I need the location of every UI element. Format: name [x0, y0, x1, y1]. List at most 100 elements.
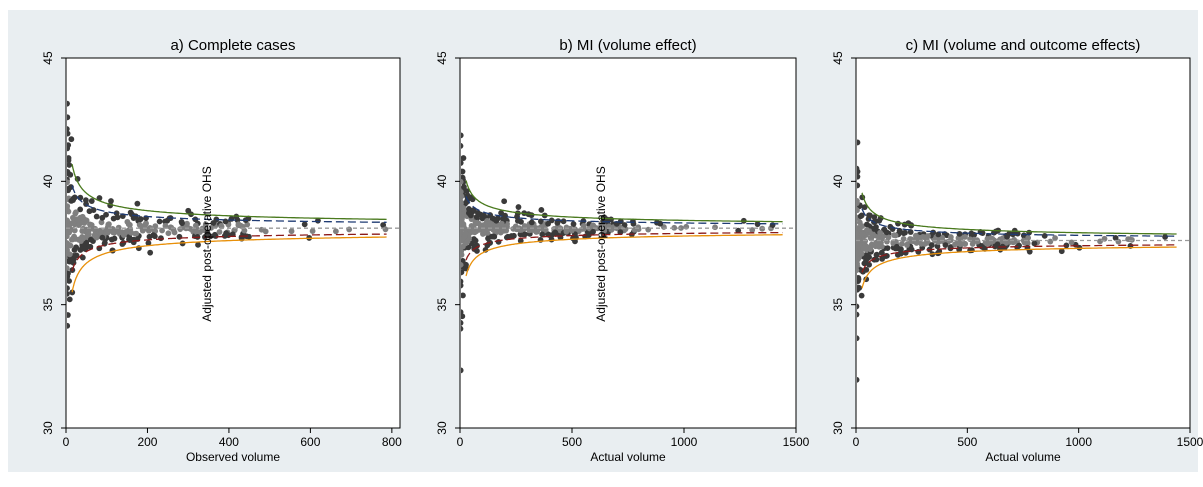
data-point: [857, 230, 860, 237]
data-point: [78, 238, 84, 244]
data-point: [87, 221, 93, 228]
data-point: [158, 235, 164, 242]
plot-area: [459, 57, 797, 429]
data-point: [899, 240, 905, 247]
data-point: [67, 162, 73, 168]
data-point: [235, 221, 242, 228]
chart-title: a) Complete cases: [170, 37, 295, 54]
data-point: [942, 242, 949, 248]
data-point: [994, 241, 1001, 248]
data-point: [72, 209, 79, 216]
data-point: [146, 233, 153, 240]
control-limit-line: [465, 180, 783, 223]
data-point: [585, 232, 592, 238]
control-limit-line: [861, 208, 1177, 237]
data-point: [857, 267, 860, 274]
data-point: [83, 217, 90, 224]
data-point: [108, 198, 114, 204]
data-point: [533, 229, 540, 235]
data-point: [101, 239, 108, 246]
data-point: [884, 245, 891, 251]
x-tick-label: 500: [562, 435, 582, 449]
data-point: [857, 276, 862, 283]
data-point: [461, 309, 464, 315]
data-point: [857, 213, 864, 220]
data-point: [1014, 230, 1021, 237]
data-point: [515, 204, 522, 210]
data-point: [90, 226, 97, 232]
data-point: [1162, 234, 1168, 240]
data-point: [893, 243, 900, 250]
y-tick-label: 40: [435, 174, 449, 188]
control-limit-line: [71, 163, 387, 221]
data-point: [769, 222, 776, 229]
data-point: [93, 234, 100, 241]
data-point: [332, 228, 339, 235]
data-point: [461, 367, 464, 374]
data-point: [572, 238, 578, 245]
data-point: [119, 229, 126, 236]
data-point: [912, 232, 919, 239]
data-point: [514, 213, 520, 220]
data-point: [956, 230, 963, 237]
data-point: [67, 312, 71, 318]
data-point: [151, 233, 158, 240]
data-point: [471, 236, 477, 242]
data-point: [464, 238, 471, 245]
chart-panel-1: a) Complete cases 0 200 400 600 800 Observed v…: [41, 37, 402, 464]
data-point: [461, 160, 464, 166]
control-limit-line: [861, 246, 1177, 289]
data-point: [552, 229, 559, 236]
data-point: [467, 212, 474, 219]
data-point: [887, 223, 894, 230]
data-point: [1047, 238, 1054, 245]
y-tick-label: 45: [831, 51, 845, 65]
data-point: [876, 234, 883, 241]
data-point: [473, 214, 480, 221]
data-point: [560, 218, 567, 225]
data-point: [857, 200, 860, 207]
data-point: [461, 178, 464, 185]
data-point: [1020, 237, 1027, 244]
data-point: [866, 254, 872, 261]
data-point: [137, 216, 144, 222]
data-point: [461, 233, 468, 240]
data-point: [147, 249, 154, 256]
data-point: [939, 234, 946, 241]
data-point: [70, 255, 77, 262]
control-limit-line: [71, 236, 387, 293]
data-point: [114, 228, 121, 235]
data-point: [67, 290, 70, 297]
data-point: [962, 234, 968, 240]
data-point: [521, 223, 528, 229]
data-point: [79, 254, 86, 261]
data-point: [490, 233, 497, 240]
data-point: [858, 292, 865, 299]
data-point: [139, 227, 146, 234]
data-point: [73, 244, 80, 251]
y-tick-label: 30: [435, 421, 449, 435]
data-point: [67, 265, 70, 272]
data-point: [878, 249, 885, 256]
y-tick-label: 35: [435, 298, 449, 312]
data-point: [165, 230, 172, 237]
data-point: [570, 221, 577, 227]
data-point: [678, 225, 684, 231]
data-point: [218, 223, 225, 229]
data-point: [712, 224, 718, 231]
data-point: [498, 220, 505, 227]
data-point: [461, 221, 467, 228]
data-point: [1063, 242, 1070, 249]
data-point: [67, 126, 70, 132]
data-point: [99, 234, 106, 241]
data-point: [67, 179, 70, 186]
data-point: [521, 231, 528, 238]
control-limit-line: [71, 185, 387, 223]
control-limit-line: [861, 192, 1177, 235]
data-point: [657, 220, 664, 227]
data-point: [902, 229, 908, 236]
data-point: [461, 320, 464, 326]
y-tick-label: 30: [41, 421, 55, 435]
